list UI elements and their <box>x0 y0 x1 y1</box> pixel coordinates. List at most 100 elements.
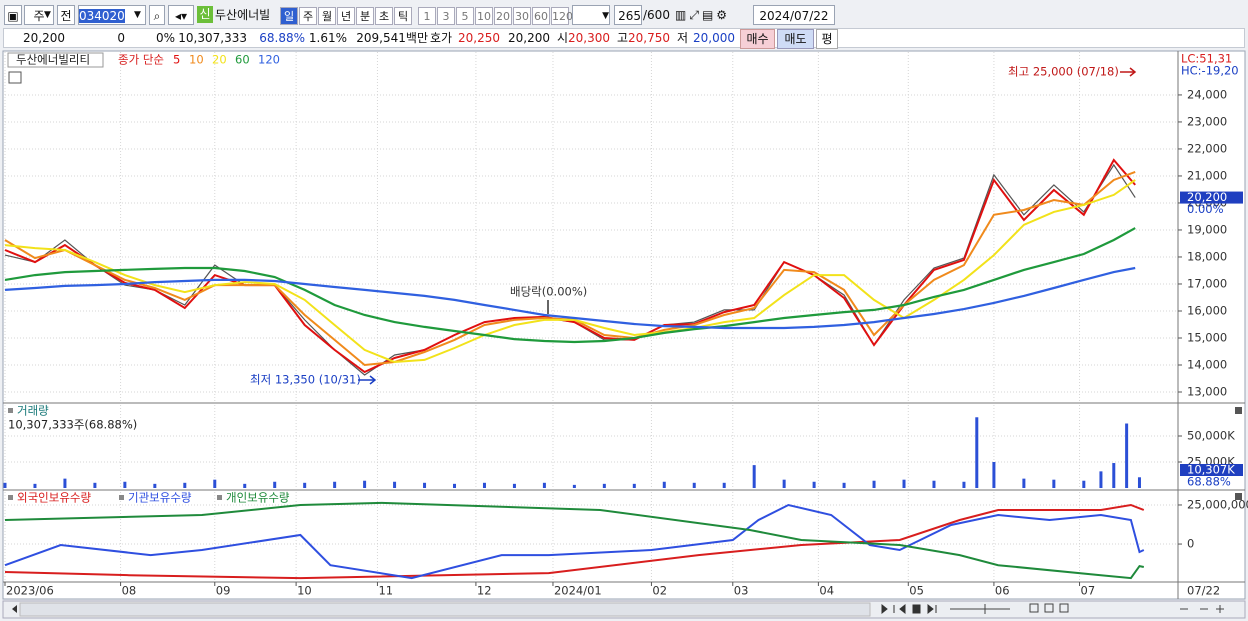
table-icon[interactable] <box>8 71 22 84</box>
panel-subtitle: 10,307,333주(68.88%) <box>8 418 137 432</box>
y-tick-label: 18,000 <box>1187 249 1227 263</box>
volume-bar <box>273 481 277 488</box>
series-line <box>4 158 1136 374</box>
zoom-tools[interactable] <box>950 603 1224 614</box>
interval-button[interactable]: 1 <box>418 7 436 25</box>
tool-icons[interactable]: ▥⤢▤⚙ <box>675 8 731 22</box>
period-button[interactable]: 초 <box>375 7 393 25</box>
volume-bar <box>1099 471 1103 488</box>
sell-button[interactable]: 매도 <box>777 29 814 49</box>
date-input[interactable]: 2024/07/22 <box>753 5 835 25</box>
volume-bar <box>183 482 187 488</box>
volume-bar <box>213 479 217 488</box>
x-tick-label: 08 <box>122 584 137 598</box>
code-input[interactable]: 034020 <box>78 5 146 25</box>
volume-bar <box>1112 463 1116 488</box>
y-tick-label: 24,000 <box>1187 87 1227 101</box>
stock-name: 두산에너빌 <box>215 8 271 22</box>
prev-button[interactable]: 전 <box>57 5 75 25</box>
chart-bg <box>2 50 1246 600</box>
scroll-left[interactable] <box>12 605 17 613</box>
period-button[interactable]: 주 <box>299 7 317 25</box>
count-max: /600 <box>643 8 670 22</box>
volume-bar <box>512 483 516 488</box>
interval-button[interactable]: 30 <box>513 7 531 25</box>
volume-bar <box>1022 478 1026 488</box>
interval-button[interactable]: 120 <box>551 7 573 25</box>
chart-title: 두산에너빌리티 <box>16 53 90 67</box>
ask-label: 호가 <box>430 31 453 45</box>
scroll-buttons[interactable] <box>881 603 937 615</box>
dropdown-arrow[interactable]: ▼ <box>134 10 141 20</box>
series-line <box>4 227 1136 344</box>
ask: 20,250 <box>458 31 500 45</box>
volume-bar <box>782 479 786 488</box>
annotation: 최고 25,000 (07/18) <box>1008 65 1119 79</box>
volume-bar <box>93 482 97 488</box>
y-tick-label: 50,000K <box>1187 428 1235 442</box>
x-tick-label: 04 <box>819 584 834 598</box>
interval-button[interactable]: 3 <box>437 7 455 25</box>
panel-title: 거래량 <box>17 404 49 418</box>
low: 20,000 <box>693 31 735 45</box>
sound-button[interactable]: ◂▾ <box>168 5 194 25</box>
quote-bar <box>3 28 1245 48</box>
count-input[interactable]: 265 <box>614 5 642 25</box>
interval-button[interactable]: 5 <box>456 7 474 25</box>
x-tick-label: 07 <box>1081 584 1096 598</box>
volume-bar <box>1125 423 1129 488</box>
volume-bar <box>123 481 127 488</box>
interval-button[interactable]: 60 <box>532 7 550 25</box>
current-price-box <box>1180 191 1243 204</box>
annotation-arrow <box>1120 67 1137 77</box>
legend-square <box>8 495 13 500</box>
interval-select[interactable]: ▼ <box>572 5 610 25</box>
y-tick-label: 17,000 <box>1187 276 1227 290</box>
y-tick-label: 19,000 <box>1187 222 1227 236</box>
y-tick-label: 23,000 <box>1187 114 1227 128</box>
y-tick-label: 15,000 <box>1187 330 1227 344</box>
dropdown-arrow[interactable]: ▼ <box>44 10 51 20</box>
search-button[interactable]: ⌕ <box>149 5 165 25</box>
y-tick-label: 0 <box>1187 537 1194 551</box>
last-date: 07/22 <box>1187 584 1220 598</box>
period-button[interactable]: 틱 <box>394 7 412 25</box>
legend-entry: 10 <box>189 53 204 67</box>
panel-close[interactable] <box>1235 493 1242 500</box>
legend-entry: 120 <box>258 53 280 67</box>
current-price: 20,200 <box>1187 190 1227 204</box>
volume-bar <box>1082 480 1086 488</box>
menu-icon[interactable]: ▣ <box>4 5 22 25</box>
open-label: 시 <box>557 31 569 45</box>
x-tick-label: 11 <box>378 584 393 598</box>
period-button[interactable]: 분 <box>356 7 374 25</box>
amount: 209,541백만 <box>356 31 428 45</box>
interval-button[interactable]: 10 <box>475 7 493 25</box>
panel-close[interactable] <box>1235 407 1242 414</box>
legend-square <box>8 408 13 413</box>
eval-button[interactable]: 평 <box>816 29 838 49</box>
period-button[interactable]: 일 <box>280 7 298 25</box>
period-button[interactable]: 월 <box>318 7 336 25</box>
period-button[interactable]: 년 <box>337 7 355 25</box>
volume-bar <box>33 483 37 488</box>
volume-bar <box>482 482 486 488</box>
volume-bar <box>632 483 636 488</box>
volume-bar <box>992 461 996 488</box>
scroll-thumb[interactable] <box>19 602 871 617</box>
interval-button[interactable]: 20 <box>494 7 512 25</box>
type-select[interactable]: 주 <box>24 5 54 25</box>
x-tick-label: 05 <box>909 584 924 598</box>
low-label: 저 <box>677 31 689 45</box>
volume: 10,307,333 <box>178 31 247 45</box>
current-volume-rate: 68.88% <box>1187 475 1231 489</box>
lc-label: LC:51,31 <box>1181 52 1232 66</box>
volume-bar <box>872 480 876 488</box>
volume-bar <box>722 482 726 488</box>
volume-bar <box>303 482 307 488</box>
buy-button[interactable]: 매수 <box>740 29 775 49</box>
volume-bar <box>692 482 696 488</box>
legend-square <box>119 495 124 500</box>
volume-bar <box>1052 479 1056 488</box>
